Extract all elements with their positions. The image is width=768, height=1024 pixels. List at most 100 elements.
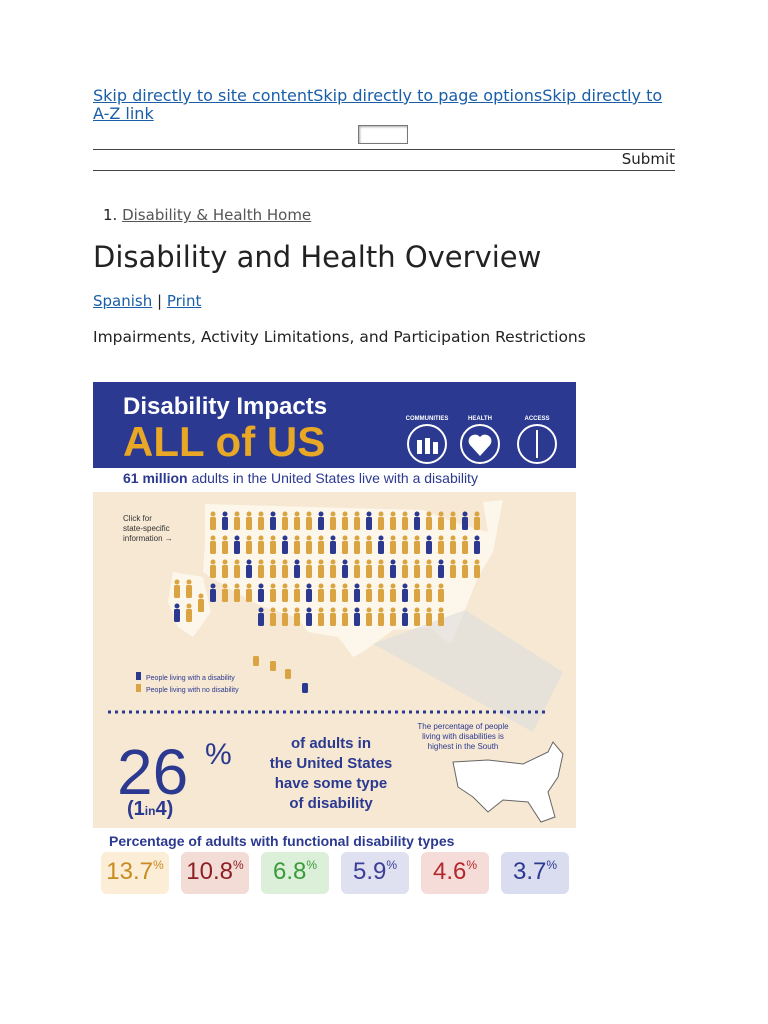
type-number: 13.7 [106,858,153,885]
person-head [366,511,372,517]
icon-health [460,424,500,464]
person-body [378,613,384,626]
type-value: 5.9% [353,858,397,885]
person-body [210,589,216,602]
title-line: ALL of US [123,418,325,465]
print-link[interactable]: Print [166,292,202,310]
person-head [402,535,408,541]
search-input[interactable] [358,125,408,144]
person-body [390,541,396,554]
person-head [402,583,408,589]
person-head [306,511,312,517]
type-number: 3.7 [513,858,546,885]
person-body [330,517,336,530]
person-head [414,607,420,613]
skip-link[interactable]: Skip directly to A-Z link [93,86,663,123]
person-body [318,541,324,554]
person-head [198,593,204,599]
person-head [282,559,288,565]
separator: | [157,292,163,310]
person-head [174,579,180,585]
type-unit: % [233,858,244,872]
person-head [402,511,408,517]
person-head [426,535,432,541]
person-body [330,613,336,626]
person-head [474,559,480,565]
big-number: 26 [117,736,188,808]
breadcrumb-link[interactable]: Disability & Health Home [122,206,312,224]
person-body [246,589,252,602]
type-unit: % [306,858,317,872]
person-head [246,583,252,589]
legend-swatch [136,684,141,692]
person-head [450,535,456,541]
person-body [342,613,348,626]
person-body [174,585,180,598]
person-head [390,511,396,517]
people-icons [174,511,480,693]
person-body [282,613,288,626]
person-body [306,613,312,626]
person-body [354,613,360,626]
person-body [414,541,420,554]
skip-link[interactable]: Skip directly to page options [313,86,543,105]
type-unit: % [386,858,397,872]
person-body [342,565,348,578]
person-body [258,613,264,626]
person-head [186,603,192,609]
person-head [354,559,360,565]
person-body [438,613,444,626]
spanish-link[interactable]: Spanish [93,292,153,310]
heart [468,434,492,456]
person-body [282,541,288,554]
person-head [258,535,264,541]
person-body [378,565,384,578]
person-body [318,517,324,530]
person-head [246,535,252,541]
island-person [285,669,291,679]
type-box [341,852,409,894]
person-body [318,613,324,626]
person-head [282,583,288,589]
person-body [258,589,264,602]
person-head [462,559,468,565]
person-head [294,535,300,541]
person-head [270,535,276,541]
type-number: 6.8 [273,858,306,885]
person-head [174,603,180,609]
person-body [474,517,480,530]
type-unit: % [466,858,477,872]
person-body [186,585,192,598]
person-head [330,535,336,541]
person-body [258,565,264,578]
person-head [342,583,348,589]
person-head [474,535,480,541]
south-note: The percentage of people [417,722,509,731]
person [433,442,438,454]
skip-link[interactable]: Skip directly to site content [93,86,314,105]
person-body [414,589,420,602]
submit-button[interactable]: Submit [621,150,675,168]
ratio: (1in4) [127,798,173,820]
person-head [210,511,216,517]
person-head [306,583,312,589]
big-unit: % [205,738,232,771]
person-body [330,589,336,602]
type-box [101,852,169,894]
intro-bold: 61 million [123,470,188,486]
page-options: Spanish | Print [93,292,201,310]
island-person [253,656,259,666]
person-head [186,579,192,585]
person-head [270,583,276,589]
person-body [294,565,300,578]
person-head [222,535,228,541]
person-head [426,583,432,589]
person-head [294,559,300,565]
subheading: Impairments, Activity Limitations, and P… [93,328,586,346]
person-body [426,565,432,578]
person-head [438,607,444,613]
person-body [366,541,372,554]
person-body [366,589,372,602]
